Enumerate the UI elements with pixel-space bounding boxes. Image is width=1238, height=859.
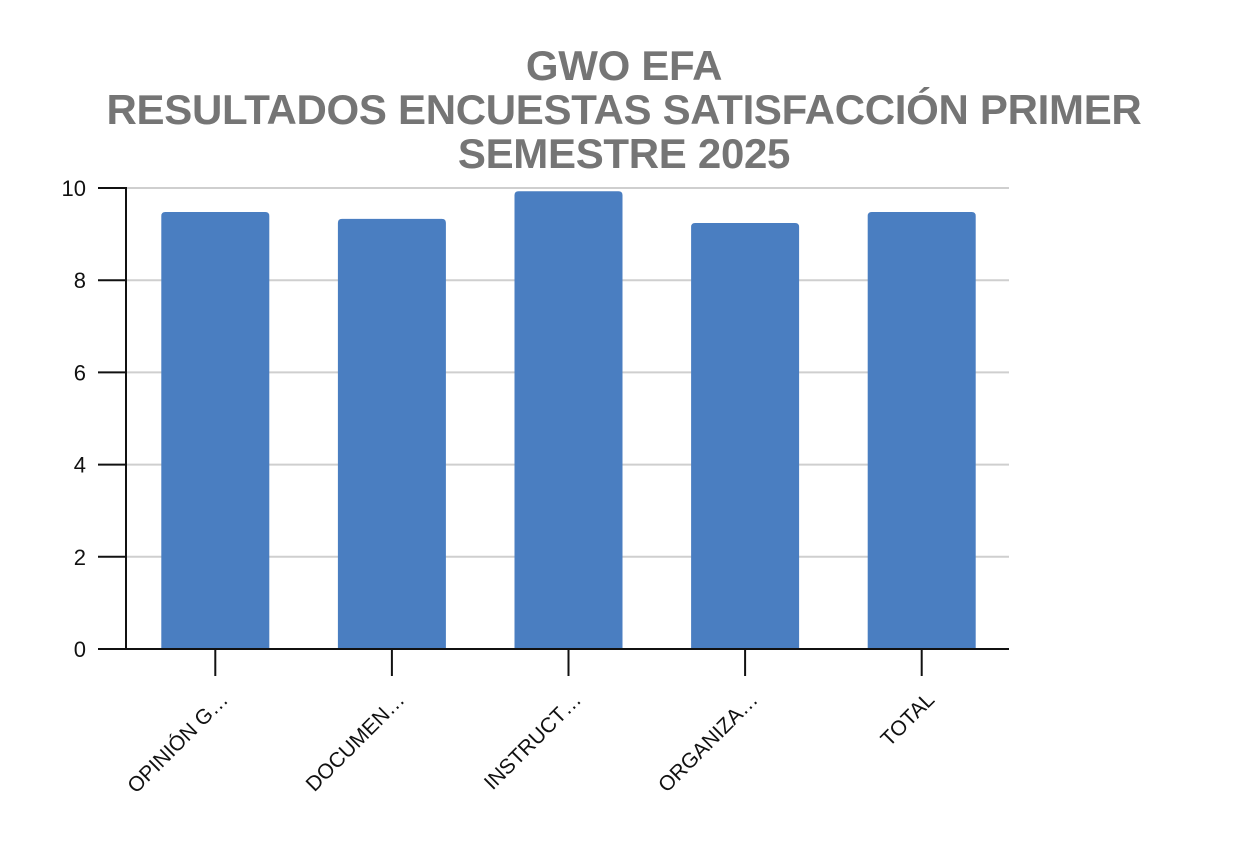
x-axis-ticks: OPINIÓN G… DOCUMEN… INSTRUCT… ORGANIZA… TOTA… xyxy=(123,649,939,798)
chart-title-line-3: SEMESTRE 2025 xyxy=(457,130,791,177)
y-axis-ticks: 0 2 4 6 8 10 xyxy=(62,176,126,662)
chart-title-line-2: RESULTADOS ENCUESTAS SATISFACCIÓN PRIMER xyxy=(106,86,1142,133)
x-tick-label: ORGANIZA… xyxy=(654,688,763,797)
bar xyxy=(691,223,800,649)
y-tick-label: 0 xyxy=(74,637,86,662)
y-tick-label: 8 xyxy=(74,268,86,293)
chart-title: GWO EFA RESULTADOS ENCUESTAS SATISFACCIÓ… xyxy=(0,44,1238,176)
x-tick-label: INSTRUCT… xyxy=(480,688,586,794)
x-tick-label: OPINIÓN G… xyxy=(123,688,233,798)
x-tick-label: TOTAL xyxy=(876,688,939,751)
y-tick-label: 6 xyxy=(74,360,86,385)
y-tick-label: 4 xyxy=(74,453,86,478)
y-tick-label: 2 xyxy=(74,545,86,570)
bar xyxy=(161,211,270,650)
chart-title-line-1: GWO EFA xyxy=(525,42,723,89)
bars xyxy=(161,191,976,650)
y-tick-label: 10 xyxy=(62,176,86,201)
bar xyxy=(337,218,446,649)
x-tick-label: DOCUMEN… xyxy=(302,688,410,796)
bar xyxy=(514,191,623,650)
bar xyxy=(867,211,976,650)
